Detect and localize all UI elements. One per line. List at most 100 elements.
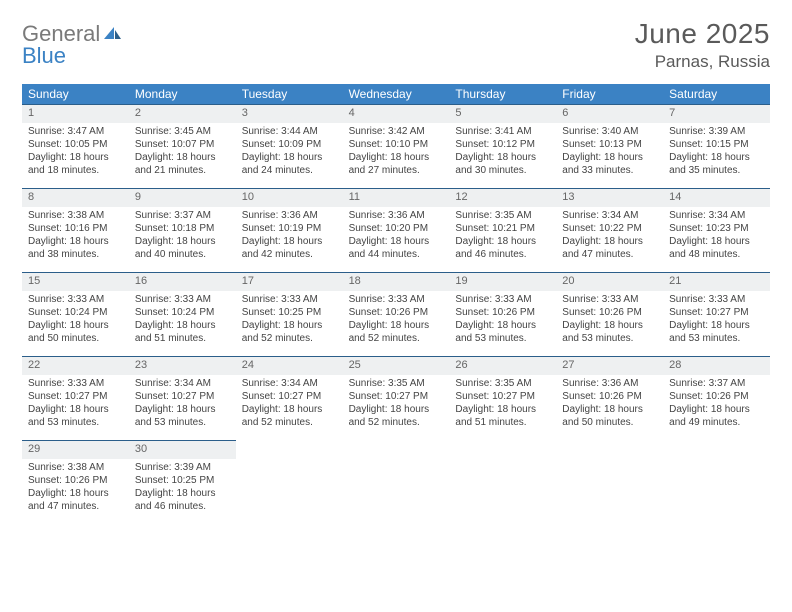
sunset-line: Sunset: 10:27 PM: [28, 390, 125, 403]
daylight-line: Daylight: 18 hours and 21 minutes.: [135, 151, 232, 177]
calendar-cell: 28Sunrise: 3:37 AMSunset: 10:26 PMDaylig…: [663, 356, 770, 440]
sunrise-line: Sunrise: 3:38 AM: [28, 461, 125, 474]
day-number: 27: [556, 357, 663, 375]
calendar-cell-empty: [236, 440, 343, 524]
day-info: Sunrise: 3:34 AMSunset: 10:23 PMDaylight…: [663, 207, 770, 264]
sunrise-line: Sunrise: 3:33 AM: [349, 293, 446, 306]
brand-text: General Blue: [22, 24, 122, 68]
calendar-cell: 19Sunrise: 3:33 AMSunset: 10:26 PMDaylig…: [449, 272, 556, 356]
day-number: 12: [449, 189, 556, 207]
day-info: Sunrise: 3:33 AMSunset: 10:25 PMDaylight…: [236, 291, 343, 348]
daylight-line: Daylight: 18 hours and 53 minutes.: [135, 403, 232, 429]
sunrise-line: Sunrise: 3:36 AM: [242, 209, 339, 222]
calendar-cell: 17Sunrise: 3:33 AMSunset: 10:25 PMDaylig…: [236, 272, 343, 356]
daylight-line: Daylight: 18 hours and 44 minutes.: [349, 235, 446, 261]
calendar-cell: 9Sunrise: 3:37 AMSunset: 10:18 PMDayligh…: [129, 188, 236, 272]
day-info: Sunrise: 3:38 AMSunset: 10:16 PMDaylight…: [22, 207, 129, 264]
sunset-line: Sunset: 10:07 PM: [135, 138, 232, 151]
calendar-cell: 30 Sunrise: 3:39 AMSunset: 10:25 PMDaylig…: [129, 440, 236, 524]
daylight-line: Daylight: 18 hours and 47 minutes.: [562, 235, 659, 261]
weekday-header: Sunday: [22, 84, 129, 104]
sunset-line: Sunset: 10:24 PM: [135, 306, 232, 319]
daylight-line: Daylight: 18 hours and 48 minutes.: [669, 235, 766, 261]
daylight-line: Daylight: 18 hours and 52 minutes.: [242, 403, 339, 429]
day-info: Sunrise: 3:33 AMSunset: 10:26 PMDaylight…: [449, 291, 556, 348]
sunset-line: Sunset: 10:15 PM: [669, 138, 766, 151]
day-info: Sunrise: 3:33 AMSunset: 10:27 PMDaylight…: [663, 291, 770, 348]
day-number: 29: [22, 441, 129, 459]
daylight-line: Daylight: 18 hours and 50 minutes.: [28, 319, 125, 345]
sunset-line: Sunset: 10:20 PM: [349, 222, 446, 235]
day-info: Sunrise: 3:33 AMSunset: 10:27 PMDaylight…: [22, 375, 129, 432]
day-info: Sunrise: 3:36 AMSunset: 10:20 PMDaylight…: [343, 207, 450, 264]
weekday-header: Monday: [129, 84, 236, 104]
day-info: Sunrise: 3:33 AMSunset: 10:24 PMDaylight…: [129, 291, 236, 348]
sunrise-line: Sunrise: 3:33 AM: [242, 293, 339, 306]
sunrise-line: Sunrise: 3:38 AM: [28, 209, 125, 222]
calendar-cell: 26Sunrise: 3:35 AMSunset: 10:27 PMDaylig…: [449, 356, 556, 440]
daylight-line: Daylight: 18 hours and 46 minutes.: [135, 487, 232, 513]
daylight-line: Daylight: 18 hours and 53 minutes.: [669, 319, 766, 345]
day-number: 6: [556, 105, 663, 123]
day-info: Sunrise: 3:34 AMSunset: 10:27 PMDaylight…: [129, 375, 236, 432]
sunrise-line: Sunrise: 3:44 AM: [242, 125, 339, 138]
day-info: Sunrise: 3:36 AMSunset: 10:26 PMDaylight…: [556, 375, 663, 432]
sunrise-line: Sunrise: 3:33 AM: [455, 293, 552, 306]
calendar-cell: 5Sunrise: 3:41 AMSunset: 10:12 PMDayligh…: [449, 104, 556, 188]
day-info: Sunrise: 3:33 AMSunset: 10:24 PMDaylight…: [22, 291, 129, 348]
day-number: 14: [663, 189, 770, 207]
calendar-cell: 2Sunrise: 3:45 AMSunset: 10:07 PMDayligh…: [129, 104, 236, 188]
sunset-line: Sunset: 10:05 PM: [28, 138, 125, 151]
sunset-line: Sunset: 10:25 PM: [135, 474, 232, 487]
day-number: 25: [343, 357, 450, 375]
sunset-line: Sunset: 10:09 PM: [242, 138, 339, 151]
calendar-cell: 1Sunrise: 3:47 AMSunset: 10:05 PMDayligh…: [22, 104, 129, 188]
calendar-cell: 6Sunrise: 3:40 AMSunset: 10:13 PMDayligh…: [556, 104, 663, 188]
weekday-header: Thursday: [449, 84, 556, 104]
day-info: Sunrise: 3:34 AMSunset: 10:22 PMDaylight…: [556, 207, 663, 264]
day-number: 22: [22, 357, 129, 375]
day-info: Sunrise: 3:34 AMSunset: 10:27 PMDaylight…: [236, 375, 343, 432]
sunrise-line: Sunrise: 3:33 AM: [562, 293, 659, 306]
calendar-cell: 27Sunrise: 3:36 AMSunset: 10:26 PMDaylig…: [556, 356, 663, 440]
calendar-cell: 13Sunrise: 3:34 AMSunset: 10:22 PMDaylig…: [556, 188, 663, 272]
calendar-cell-empty: [556, 440, 663, 524]
daylight-line: Daylight: 18 hours and 49 minutes.: [669, 403, 766, 429]
sunrise-line: Sunrise: 3:36 AM: [562, 377, 659, 390]
calendar-cell: 20Sunrise: 3:33 AMSunset: 10:26 PMDaylig…: [556, 272, 663, 356]
sunrise-line: Sunrise: 3:33 AM: [28, 377, 125, 390]
calendar-cell: 8Sunrise: 3:38 AMSunset: 10:16 PMDayligh…: [22, 188, 129, 272]
day-info: Sunrise: 3:45 AMSunset: 10:07 PMDaylight…: [129, 123, 236, 180]
day-number: 21: [663, 273, 770, 291]
day-number: 15: [22, 273, 129, 291]
sunrise-line: Sunrise: 3:39 AM: [135, 461, 232, 474]
sunrise-line: Sunrise: 3:33 AM: [28, 293, 125, 306]
day-number: 19: [449, 273, 556, 291]
sunrise-line: Sunrise: 3:40 AM: [562, 125, 659, 138]
brand-logo: General Blue: [22, 18, 122, 68]
calendar-cell: 24Sunrise: 3:34 AMSunset: 10:27 PMDaylig…: [236, 356, 343, 440]
calendar-page: General Blue June 2025 Parnas, Russia Su…: [0, 0, 792, 534]
daylight-line: Daylight: 18 hours and 42 minutes.: [242, 235, 339, 261]
day-number: 30: [129, 441, 236, 459]
daylight-line: Daylight: 18 hours and 52 minutes.: [349, 319, 446, 345]
daylight-line: Daylight: 18 hours and 53 minutes.: [455, 319, 552, 345]
calendar-cell: 21Sunrise: 3:33 AMSunset: 10:27 PMDaylig…: [663, 272, 770, 356]
month-title: June 2025: [635, 18, 770, 50]
sunrise-line: Sunrise: 3:47 AM: [28, 125, 125, 138]
day-info: Sunrise: 3:40 AMSunset: 10:13 PMDaylight…: [556, 123, 663, 180]
brand-word-2: Blue: [22, 43, 66, 68]
sunset-line: Sunset: 10:26 PM: [562, 390, 659, 403]
sunset-line: Sunset: 10:10 PM: [349, 138, 446, 151]
day-number: 11: [343, 189, 450, 207]
day-info: Sunrise: 3:33 AMSunset: 10:26 PMDaylight…: [343, 291, 450, 348]
day-number: 2: [129, 105, 236, 123]
day-info: Sunrise: 3:35 AMSunset: 10:27 PMDaylight…: [343, 375, 450, 432]
sunset-line: Sunset: 10:27 PM: [349, 390, 446, 403]
day-number: 7: [663, 105, 770, 123]
calendar-cell: 10Sunrise: 3:36 AMSunset: 10:19 PMDaylig…: [236, 188, 343, 272]
calendar-header-row: SundayMondayTuesdayWednesdayThursdayFrid…: [22, 84, 770, 104]
day-number: 16: [129, 273, 236, 291]
sunrise-line: Sunrise: 3:35 AM: [349, 377, 446, 390]
daylight-line: Daylight: 18 hours and 35 minutes.: [669, 151, 766, 177]
